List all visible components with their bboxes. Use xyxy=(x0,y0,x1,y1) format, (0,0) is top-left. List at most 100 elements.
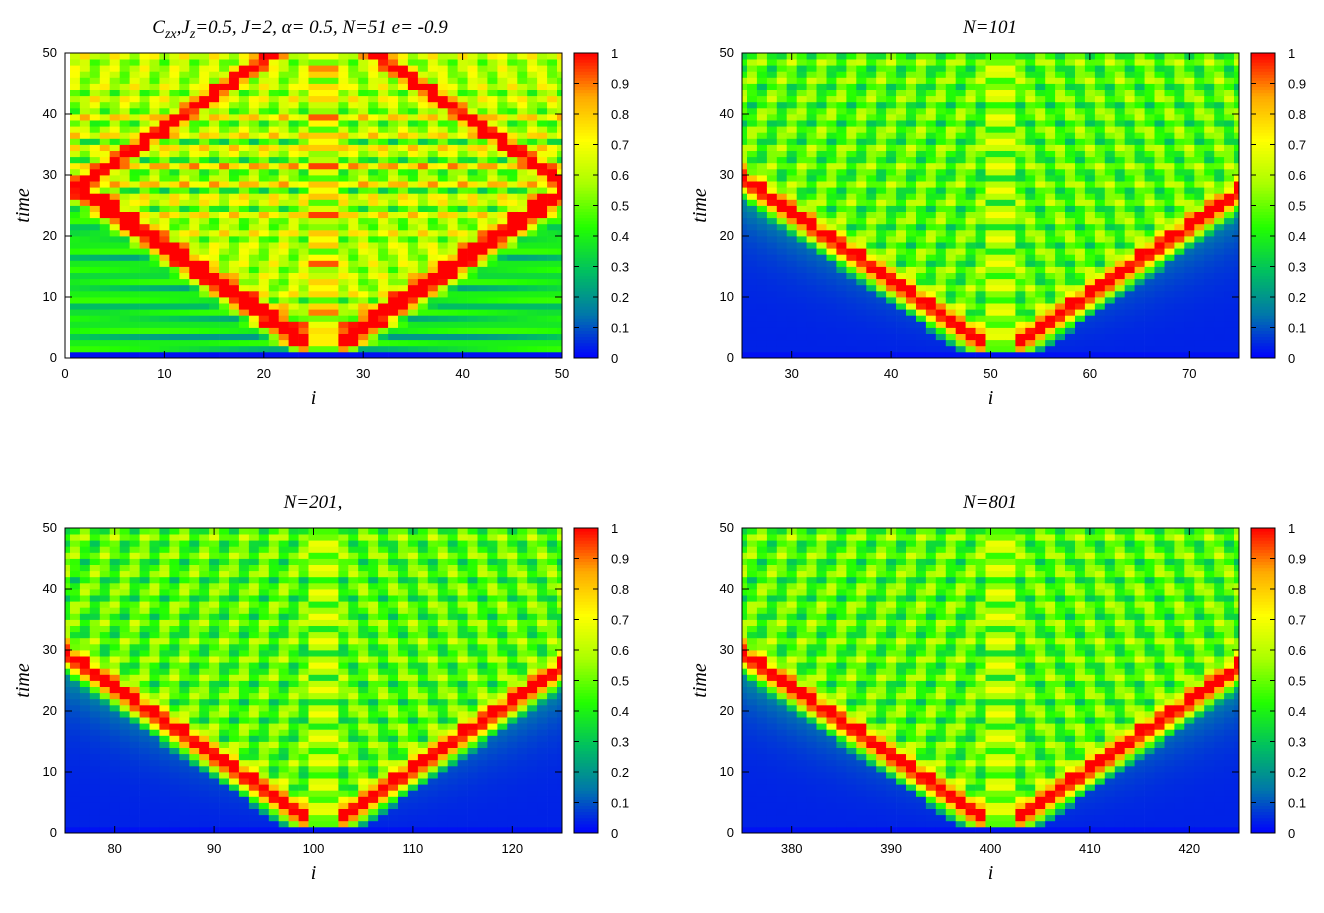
heatmap-cell xyxy=(537,224,547,231)
heatmap-cell xyxy=(448,84,458,91)
heatmap-cell xyxy=(1115,230,1125,237)
heatmap-cell xyxy=(179,126,189,133)
heatmap-cell xyxy=(348,267,358,274)
heatmap-cell xyxy=(70,126,80,133)
heatmap-cell xyxy=(1165,138,1175,145)
heatmap-cell xyxy=(1095,352,1105,359)
heatmap-cell xyxy=(279,84,289,91)
heatmap-cell xyxy=(358,120,368,127)
heatmap-cell xyxy=(438,102,448,109)
heatmap-cell xyxy=(110,71,120,78)
heatmap-cell xyxy=(388,273,398,280)
heatmap-cell xyxy=(507,59,517,66)
heatmap-cell xyxy=(328,175,338,182)
heatmap-cell xyxy=(458,90,468,97)
heatmap-cell xyxy=(936,90,946,97)
heatmap-cell xyxy=(1075,242,1085,249)
heatmap-cell xyxy=(1015,340,1025,347)
heatmap-cell xyxy=(1045,114,1055,121)
heatmap-cell xyxy=(388,138,398,145)
heatmap-cell xyxy=(487,120,497,127)
heatmap-cell xyxy=(876,212,886,219)
heatmap-cell xyxy=(70,53,80,60)
heatmap-cell xyxy=(279,90,289,97)
heatmap-cell xyxy=(757,77,767,84)
heatmap-cell xyxy=(1105,230,1115,237)
heatmap-cell xyxy=(846,285,856,292)
heatmap-cell xyxy=(388,193,398,200)
heatmap-cell xyxy=(1115,77,1125,84)
heatmap-cell xyxy=(219,138,229,145)
heatmap-cell xyxy=(338,187,348,194)
heatmap-cell xyxy=(398,59,408,66)
heatmap-cell xyxy=(110,193,120,200)
heatmap-cell xyxy=(70,151,80,158)
heatmap-cell xyxy=(189,218,199,225)
heatmap-cell xyxy=(408,59,418,66)
heatmap-cell xyxy=(986,321,996,328)
heatmap-cell xyxy=(150,102,160,109)
heatmap-cell xyxy=(926,84,936,91)
heatmap-cell xyxy=(827,340,837,347)
heatmap-cell xyxy=(448,108,458,115)
heatmap-cell xyxy=(527,206,537,213)
heatmap-cell xyxy=(866,126,876,133)
heatmap-cell xyxy=(956,199,966,206)
heatmap-cell xyxy=(418,334,428,341)
heatmap-cell xyxy=(239,163,249,170)
heatmap-cell xyxy=(946,260,956,267)
heatmap-cell xyxy=(70,206,80,213)
heatmap-cell xyxy=(458,303,468,310)
heatmap-cell xyxy=(179,352,189,359)
heatmap-cell xyxy=(428,59,438,66)
heatmap-cell xyxy=(249,132,259,139)
heatmap-cell xyxy=(438,236,448,243)
heatmap-cell xyxy=(1145,138,1155,145)
heatmap-cell xyxy=(1165,187,1175,194)
heatmap-cell xyxy=(886,77,896,84)
heatmap-cell xyxy=(767,218,777,225)
heatmap-cell xyxy=(936,102,946,109)
heatmap-cell xyxy=(378,321,388,328)
heatmap-cell xyxy=(1015,175,1025,182)
heatmap-cell xyxy=(150,157,160,164)
heatmap-cell xyxy=(100,53,110,60)
heatmap-cell xyxy=(497,285,507,292)
heatmap-cell xyxy=(1194,315,1204,322)
heatmap-cell xyxy=(249,77,259,84)
heatmap-cell xyxy=(1174,71,1184,78)
heatmap-cell xyxy=(787,212,797,219)
heatmap-cell xyxy=(916,169,926,176)
heatmap-cell xyxy=(1085,340,1095,347)
heatmap-cell xyxy=(1194,309,1204,316)
heatmap-cell xyxy=(448,65,458,72)
heatmap-cell xyxy=(319,206,329,213)
heatmap-cell xyxy=(289,65,299,72)
heatmap-cell xyxy=(547,267,557,274)
heatmap-cell xyxy=(458,138,468,145)
heatmap-cell xyxy=(418,346,428,353)
heatmap-cell xyxy=(100,108,110,115)
heatmap-cell xyxy=(438,328,448,335)
heatmap-cell xyxy=(478,132,488,139)
heatmap-cell xyxy=(239,59,249,66)
heatmap-cell xyxy=(896,279,906,286)
heatmap-cell xyxy=(906,90,916,97)
heatmap-cell xyxy=(1155,84,1165,91)
heatmap-cell xyxy=(319,321,329,328)
heatmap-cell xyxy=(408,102,418,109)
heatmap-cell xyxy=(418,303,428,310)
heatmap-cell xyxy=(239,254,249,260)
heatmap-cell xyxy=(1135,120,1145,127)
heatmap-cell xyxy=(507,84,517,91)
heatmap-cell xyxy=(80,181,90,188)
heatmap-cell xyxy=(70,163,80,170)
heatmap-cell xyxy=(757,132,767,139)
heatmap-cell xyxy=(150,303,160,310)
heatmap-cell xyxy=(259,145,269,152)
heatmap-cell xyxy=(916,328,926,335)
heatmap-cell xyxy=(289,334,299,341)
heatmap-cell xyxy=(966,303,976,310)
heatmap-cell xyxy=(458,340,468,347)
heatmap-cell xyxy=(916,163,926,170)
